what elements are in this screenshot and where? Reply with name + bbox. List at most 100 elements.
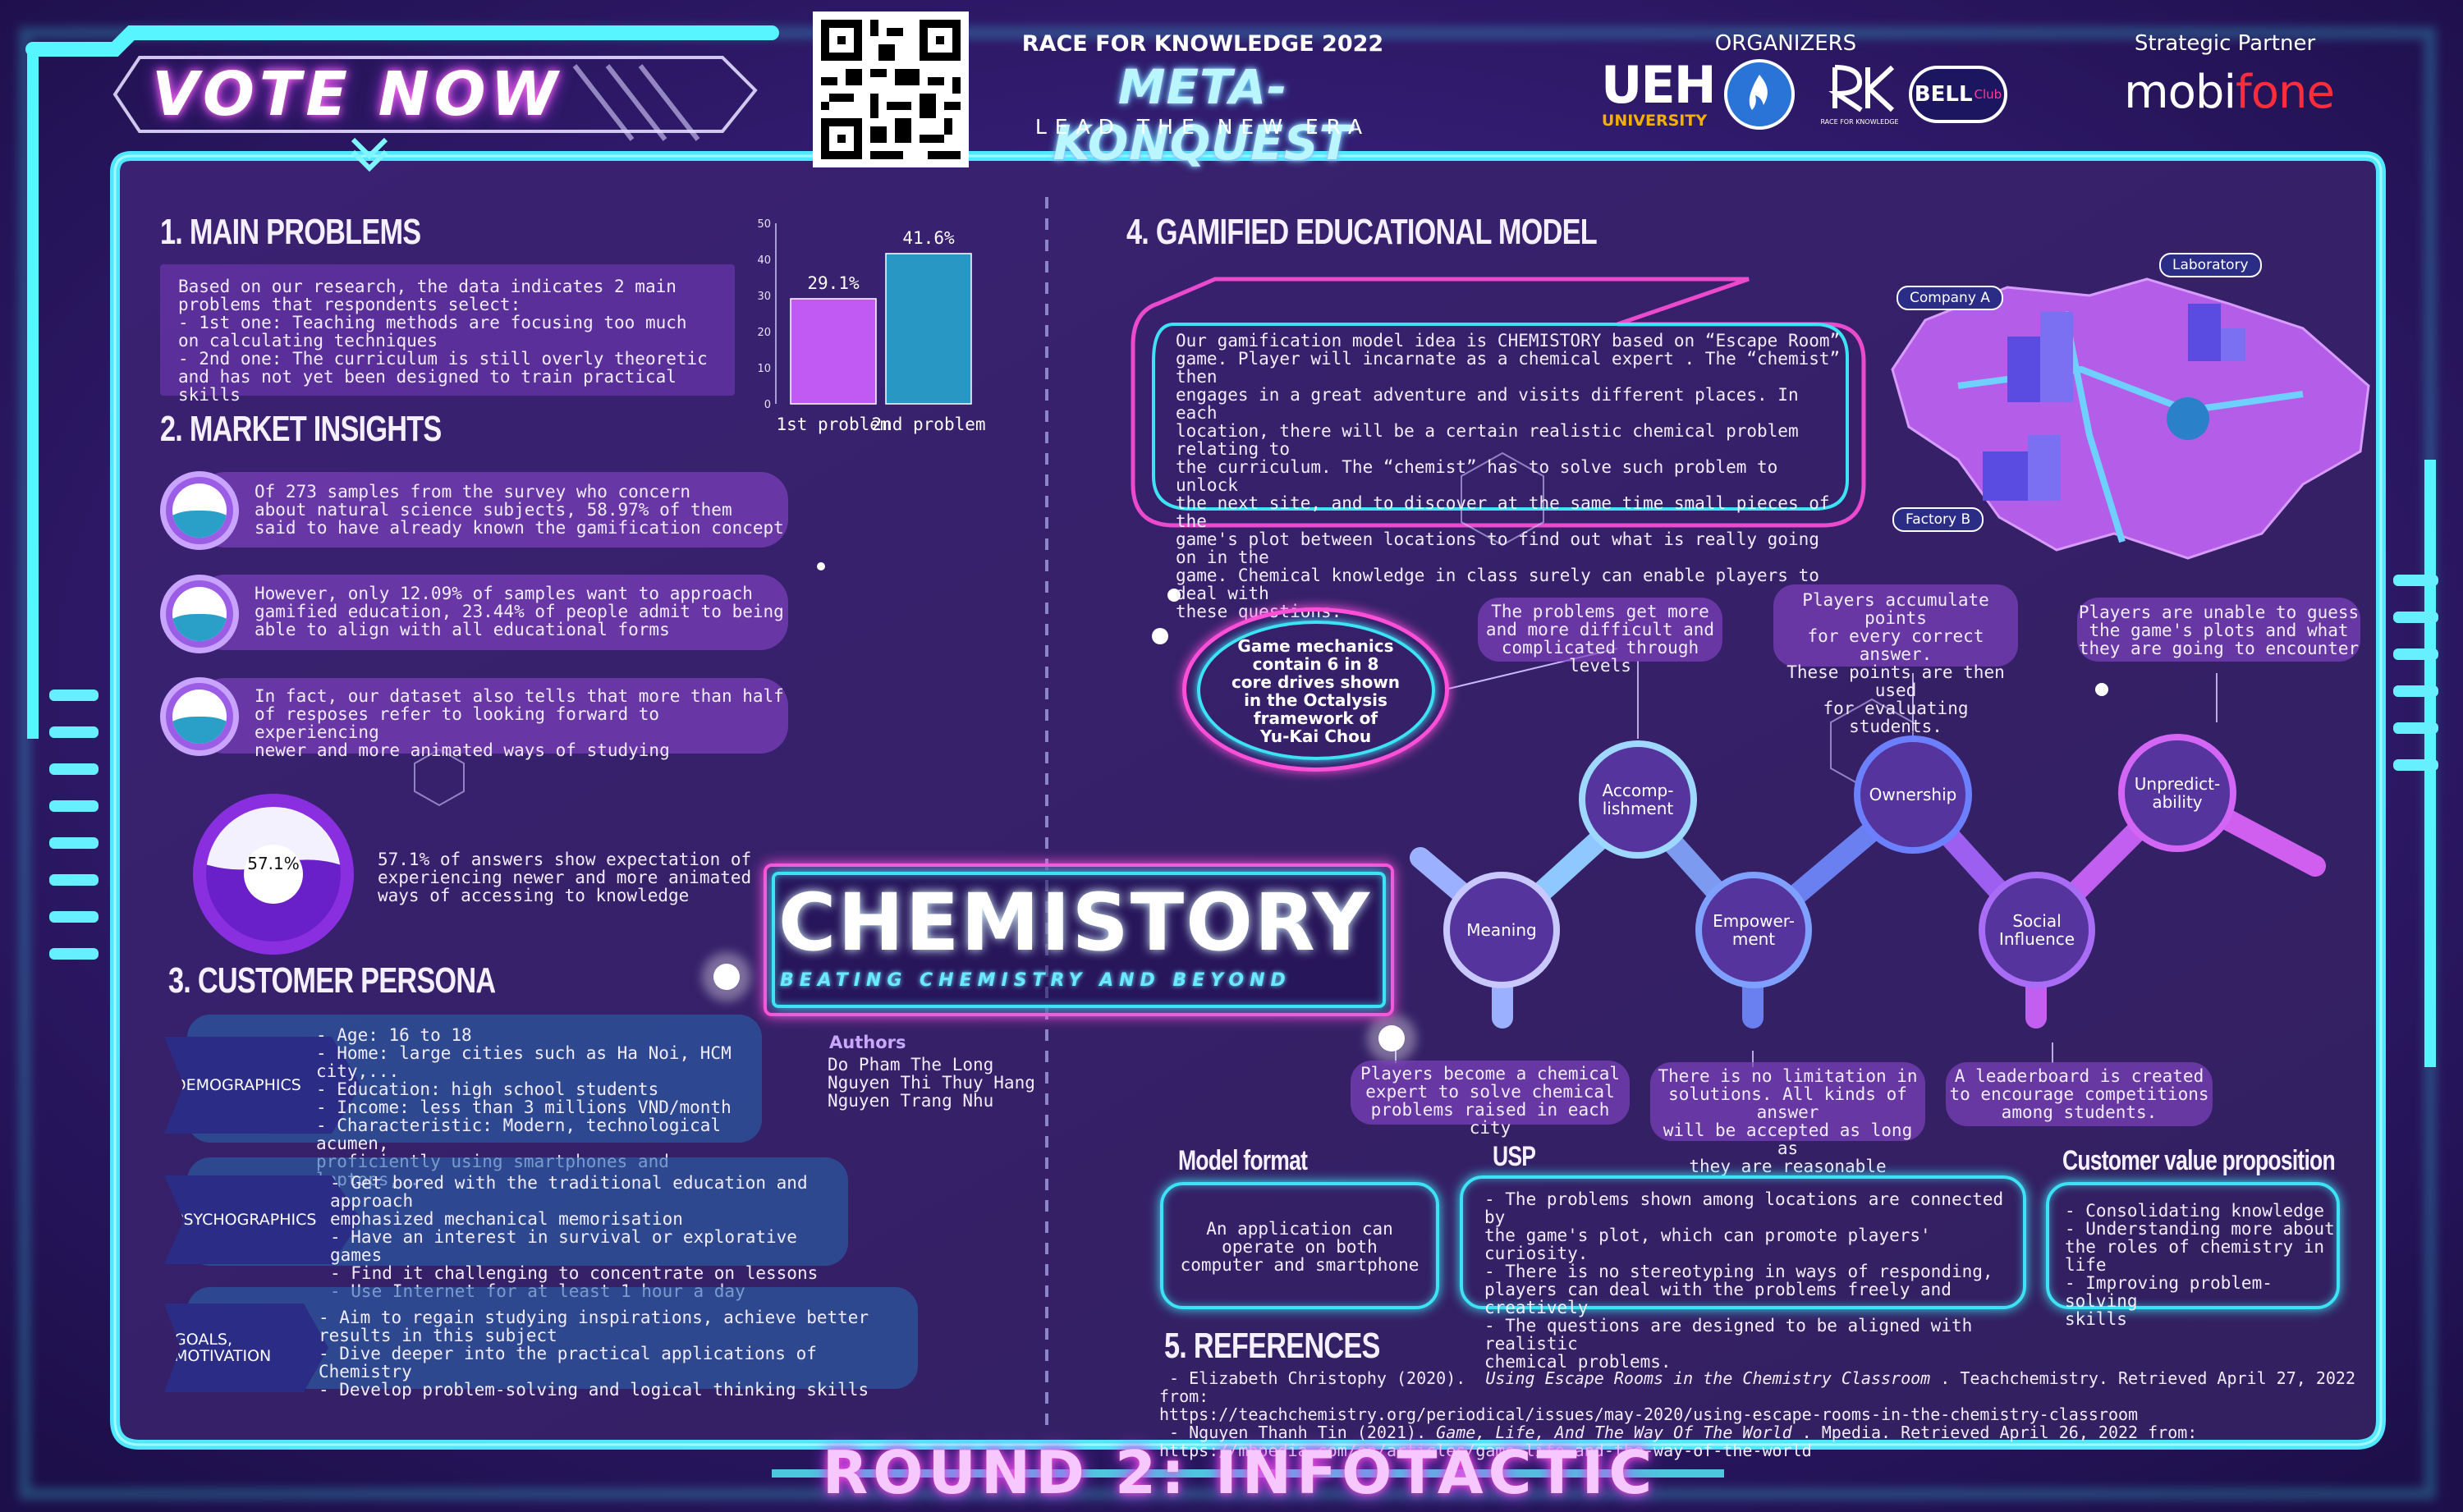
y-tick-label: 50 [757,218,771,231]
section1-text-box: Based on our research, the data indicate… [160,264,735,404]
section1-text: Based on our research, the data indicate… [178,277,708,405]
insight-item [197,472,788,548]
note-text: The problems get more and more difficult… [1485,602,1715,676]
model-format-title: Model format [1178,1145,1308,1176]
section5-title: 5. REFERENCES [1164,1326,1380,1366]
core-drive-unpredictability: Unpredict- ability [2118,734,2236,852]
percent-donut [193,794,354,955]
qr-code[interactable] [813,11,969,167]
map-label-factory-b: Factory B [1892,507,1984,532]
partner-label: Strategic Partner [2134,31,2316,56]
y-tick-label: 10 [757,363,771,375]
insight-item [197,678,788,754]
note-box [1946,1062,2213,1126]
big-percent-label: 57.1% [247,854,300,873]
x-category-label: 1st problem [776,415,890,434]
authors-label: Authors [829,1033,906,1052]
persona-label: PSYCHOGRAPHICS [164,1175,361,1264]
big-percent-text: 57.1% of answers show expectation of exp… [378,850,752,905]
x-category-label: 2nd problem [871,415,985,434]
usp-box [1460,1175,2026,1309]
reference-item: - Nguyen Thanh Tin (2021). Game, Life, A… [1159,1423,2374,1441]
reference-item: - Elizabeth Christophy (2020). Using Esc… [1159,1369,2374,1405]
rk-logo-sub: RACE FOR KNOWLEDGE [1820,118,1899,126]
reference-source: . Mpedia. Retrieved April 26, 2022 from: [1791,1423,2198,1442]
note-box [1478,598,1722,662]
y-tick-label: 40 [757,254,771,267]
y-tick-label: 0 [764,399,771,411]
core-drive-meaning: Meaning [1443,872,1560,988]
reference-title: Using Escape Rooms in the Chemistry Clas… [1485,1368,1931,1388]
insight-text: Of 273 samples from the survey who conce… [255,482,784,538]
ueh-logo-sub: UNIVERSITY [1601,112,1708,130]
chemistory-subtitle: BEATING CHEMISTRY AND BEYOND [780,970,1291,991]
bar-data-label: 29.1% [807,273,860,293]
reference-url[interactable]: https://mbpedia.com/en/articles/game-lif… [1159,1441,1812,1460]
mechanics-circle [1182,607,1449,772]
section4-title: 4. GAMIFIED EDUCATIONAL MODEL [1126,212,1598,252]
core-drive-ownership: Ownership [1854,735,1972,854]
section2-title: 2. MARKET INSIGHTS [160,409,442,449]
note-text: A leaderboard is created to encourage co… [1949,1066,2209,1122]
mechanics-circle-inner [1197,621,1435,760]
usp-title: USP [1493,1141,1536,1172]
chemistory-title-inner [772,872,1386,1008]
flame-icon [1749,75,1768,110]
rk-logo: RACE FOR KNOWLEDGE [1810,59,1909,133]
reference-url[interactable]: https://teachchemistry.org/periodical/is… [1159,1404,2139,1424]
bar-1 [790,298,877,405]
persona-label: DEMOGRAPHICS [164,1037,361,1134]
note-box [1650,1062,1925,1141]
mobifone-logo: mobifone [2098,66,2360,119]
core-drive-accomplishment: Accomp- lishment [1579,740,1697,859]
rk-monogram-icon [1828,65,1895,112]
model-format-text: An application can operate on both compu… [1180,1219,1420,1275]
cvp-title: Customer value proposition [2062,1145,2336,1176]
ueh-logo-main: UEH [1601,55,1717,115]
persona-text: - Get bored with the traditional educati… [330,1173,819,1300]
core-drive-empowerment: Empower- ment [1695,872,1812,988]
insight-text: In fact, our dataset also tells that mor… [255,686,784,760]
mechanics-text: Game mechanics contain 6 in 8 core drive… [1231,636,1401,746]
water-gauge-icon [160,471,239,550]
event-tagline: LEAD THE NEW ERA [1034,115,1371,139]
model-description: Our gamification model idea is CHEMISTOR… [1176,331,1841,621]
reference-author: - Elizabeth Christophy (2020). [1159,1368,1486,1388]
cvp-box [2046,1182,2340,1309]
vote-now-button[interactable]: VOTE NOW [152,59,563,130]
section3-title: 3. CUSTOMER PERSONA [168,960,496,1001]
chemistory-title: CHEMISTORY [778,877,1372,969]
mobifone-logo-fone: fone [2236,66,2335,119]
reference-title: Game, Life, And The Way Of The World [1436,1423,1792,1442]
model-format-box [1160,1182,1439,1309]
persona-label: GOALS, MOTIVATION [164,1304,328,1392]
bell-club-logo-sub: Club [1974,87,2002,102]
youth-union-logo [1724,59,1795,130]
insight-item [197,575,788,650]
persona-text: - Aim to regain studying inspirations, a… [319,1308,869,1400]
round-title: ROUND 2: INFOTACTIC [822,1438,1658,1507]
references-list: - Elizabeth Christophy (2020). Using Esc… [1159,1369,2374,1459]
water-gauge-icon [160,677,239,756]
usp-text: - The problems shown among locations are… [1484,1189,2004,1372]
event-name: RACE FOR KNOWLEDGE 2022 [1021,31,1384,57]
organizers-label: ORGANIZERS [1714,31,1857,56]
note-text: Players are unable to guess the game's p… [2078,603,2360,658]
section1-title: 1. MAIN PROBLEMS [160,212,421,252]
insight-text: However, only 12.09% of samples want to … [255,584,784,639]
mobifone-logo-mobi: mobi [2124,66,2236,119]
y-tick-label: 20 [757,327,771,339]
reference-author: - Nguyen Thanh Tin (2021). [1159,1423,1437,1442]
bell-club-logo: BELL Club [1909,66,2007,123]
bar-data-label: 41.6% [902,228,955,248]
ueh-logo: UEH UNIVERSITY [1601,55,1717,131]
y-tick-label: 30 [757,291,771,303]
authors-list: Do Pham The Long Nguyen Thi Thuy Hang Ng… [828,1055,1035,1111]
core-drive-social-influence: Social Influence [1979,872,2095,988]
event-logo-title: META-KONQUEST [1053,59,1353,171]
note-box [1351,1061,1630,1125]
city-map-illustration [1891,277,2370,560]
reference-source: . Teachchemistry. Retrieved April 27, 20… [1159,1368,2355,1406]
water-gauge-icon [160,575,239,653]
